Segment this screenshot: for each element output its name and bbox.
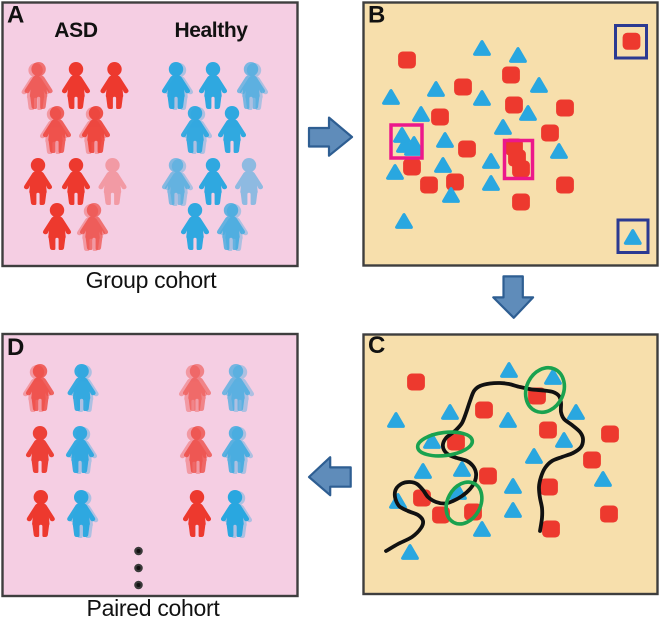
svg-text:Group cohort: Group cohort (86, 267, 218, 293)
svg-text:C: C (368, 332, 385, 359)
svg-text:Paired cohort: Paired cohort (87, 595, 221, 618)
svg-text:A: A (7, 2, 24, 29)
svg-text:ASD: ASD (54, 19, 98, 42)
svg-text:Healthy: Healthy (174, 19, 248, 42)
svg-text:D: D (7, 334, 24, 361)
svg-text:B: B (368, 2, 385, 29)
